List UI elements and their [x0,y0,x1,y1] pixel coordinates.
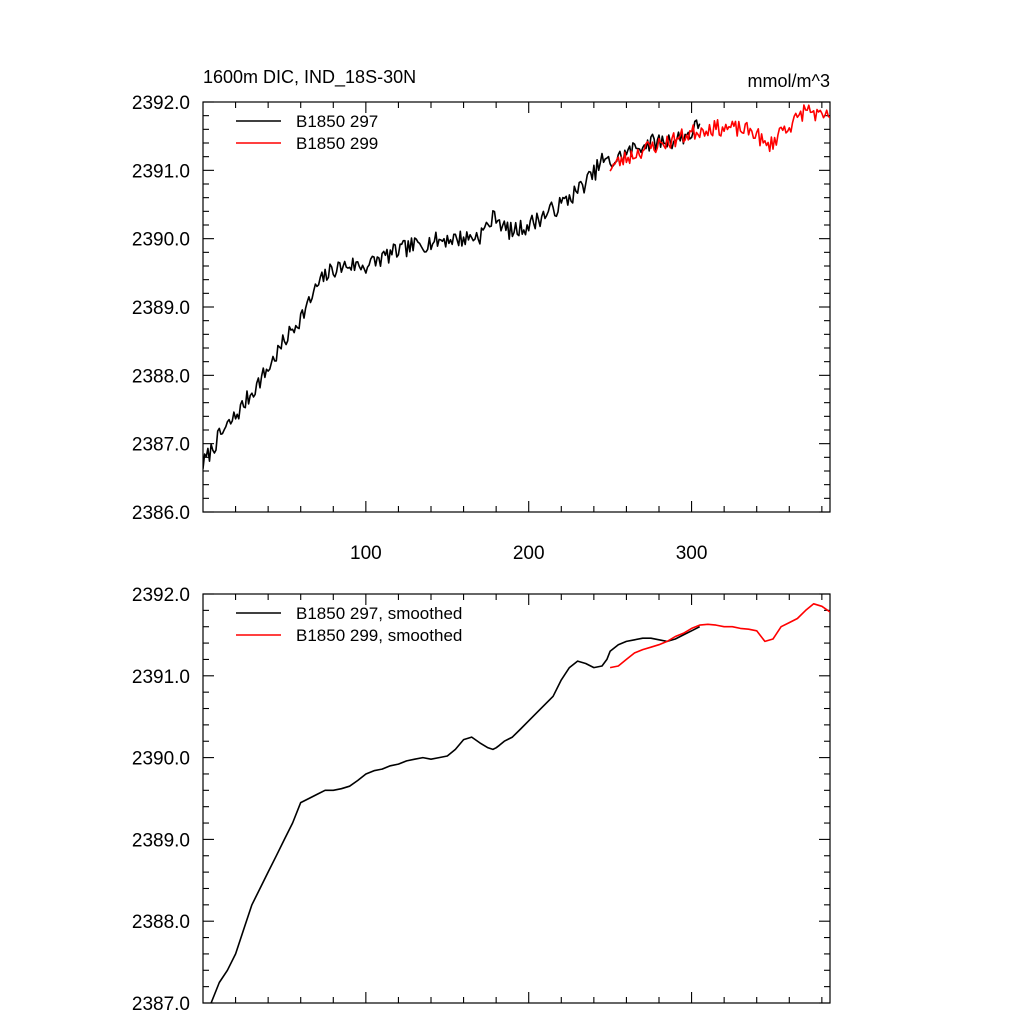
legend-label: B1850 297 [296,112,378,131]
y-tick-label: 2389.0 [132,298,190,319]
top-panel: 1600m DIC, IND_18S-30N mmol/m^3 2386.023… [132,67,831,564]
chart-title: 1600m DIC, IND_18S-30N [203,67,416,88]
y-tick-label: 2390.0 [132,749,190,770]
x-tick-label: 200 [513,543,545,564]
top-series-lines [203,104,830,469]
bottom-series-lines [210,602,830,1003]
top-legend: B1850 297 B1850 299 [236,112,378,153]
y-tick-label: 2391.0 [132,161,190,182]
bottom-plot-frame [202,593,831,1004]
bottom-legend: B1850 297, smoothed B1850 299, smoothed [236,604,462,645]
legend-label: B1850 297, smoothed [296,604,462,623]
series-line-b1850-297 [203,119,701,469]
y-tick-label: 2390.0 [132,230,190,251]
legend-label: B1850 299 [296,134,378,153]
y-tick-label: 2387.0 [132,435,190,456]
y-tick-label: 2392.0 [132,93,190,114]
x-tick-label: 100 [350,543,382,564]
y-tick-label: 2387.0 [132,994,190,1015]
top-ticks [203,101,830,513]
top-plot-frame [202,101,831,513]
x-tick-label: 300 [676,543,708,564]
y-tick-label: 2388.0 [132,366,190,387]
series-line-b1850-299 [609,104,830,172]
units-label: mmol/m^3 [748,71,830,91]
y-tick-label: 2386.0 [132,503,190,524]
bottom-y-tick-labels: 2387.0 2388.0 2389.0 2390.0 2391.0 2392.0 [132,585,190,1015]
y-tick-label: 2388.0 [132,912,190,933]
top-x-tick-labels: 100 200 300 [350,543,707,564]
y-tick-label: 2392.0 [132,585,190,606]
bottom-panel: 2387.0 2388.0 2389.0 2390.0 2391.0 2392.0 B18… [132,585,831,1015]
legend-label: B1850 299, smoothed [296,626,462,645]
bottom-ticks [203,593,830,1004]
series-line-b1850-297 [210,625,701,1003]
y-tick-label: 2391.0 [132,667,190,688]
top-y-tick-labels: 2386.0 2387.0 2388.0 2389.0 2390.0 2391.0 2392… [132,93,190,524]
y-tick-label: 2389.0 [132,830,190,851]
series-line-b1850-299 [609,602,830,669]
